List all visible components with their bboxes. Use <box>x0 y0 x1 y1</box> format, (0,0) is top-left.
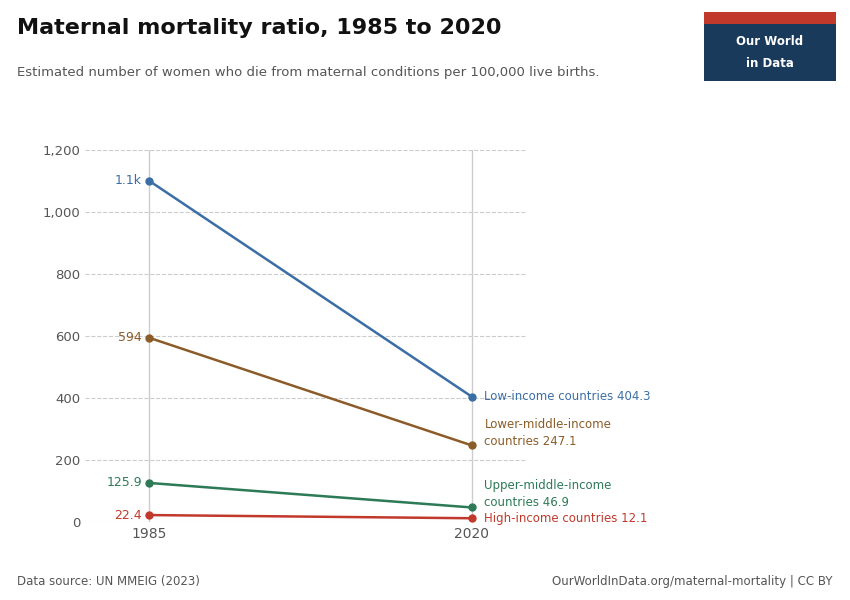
Text: Upper-middle-income
countries 46.9: Upper-middle-income countries 46.9 <box>484 479 612 509</box>
Text: OurWorldInData.org/maternal-mortality | CC BY: OurWorldInData.org/maternal-mortality | … <box>552 575 833 588</box>
Text: in Data: in Data <box>745 57 794 70</box>
Bar <box>704 12 836 25</box>
Text: Low-income countries 404.3: Low-income countries 404.3 <box>484 390 651 403</box>
Text: 1.1k: 1.1k <box>115 175 142 187</box>
Text: Lower-middle-income
countries 247.1: Lower-middle-income countries 247.1 <box>484 418 611 448</box>
Text: 594: 594 <box>118 331 142 344</box>
Text: 125.9: 125.9 <box>106 476 142 490</box>
Text: Data source: UN MMEIG (2023): Data source: UN MMEIG (2023) <box>17 575 200 588</box>
Text: Estimated number of women who die from maternal conditions per 100,000 live birt: Estimated number of women who die from m… <box>17 66 599 79</box>
Text: Our World: Our World <box>736 35 803 48</box>
Text: High-income countries 12.1: High-income countries 12.1 <box>484 512 648 525</box>
Text: Maternal mortality ratio, 1985 to 2020: Maternal mortality ratio, 1985 to 2020 <box>17 18 501 38</box>
Text: 22.4: 22.4 <box>115 509 142 521</box>
